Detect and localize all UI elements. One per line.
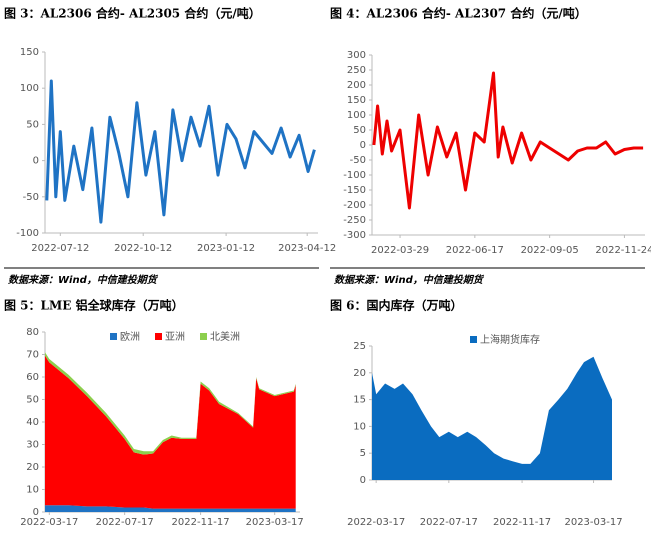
y-tick-label: 250 — [347, 65, 366, 76]
y-tick-label: -100 — [16, 228, 39, 239]
legend-swatch — [470, 336, 477, 343]
y-tick-label: 100 — [347, 110, 366, 121]
y-tick-label: -50 — [23, 192, 39, 203]
area-series — [45, 355, 296, 509]
x-tick-label: 2022-07-17 — [96, 517, 154, 528]
y-tick-label: 200 — [347, 80, 366, 91]
y-tick-label: -250 — [343, 215, 366, 226]
x-tick-label: 2023-03-17 — [246, 517, 304, 528]
y-tick-label: 150 — [347, 95, 366, 106]
x-tick-label: 2023-03-17 — [564, 517, 622, 528]
legend-label: 上海期货库存 — [480, 333, 540, 346]
y-tick-label: -150 — [343, 185, 366, 196]
y-tick-label: 10 — [353, 421, 366, 432]
y-tick-label: 60 — [26, 372, 39, 383]
y-tick-label: -100 — [343, 170, 366, 181]
y-tick-label: -300 — [343, 230, 366, 241]
legend-swatch — [110, 333, 117, 340]
y-tick-label: 20 — [353, 368, 366, 379]
legend-label: 欧洲 — [120, 331, 140, 343]
x-tick-label: 2022-03-17 — [20, 517, 78, 528]
y-tick-label: 0 — [33, 507, 39, 518]
y-tick-label: -50 — [350, 155, 366, 166]
chart-title: 图 4：AL2306 合约- AL2307 合约（元/吨） — [330, 6, 587, 21]
y-tick-label: 50 — [353, 125, 366, 136]
y-tick-label: 20 — [26, 462, 39, 473]
x-tick-label: 2022-03-17 — [347, 517, 405, 528]
x-tick-label: 2022-03-29 — [371, 245, 429, 256]
y-tick-label: 80 — [26, 327, 39, 338]
area-series — [372, 356, 612, 480]
y-tick-label: 0 — [360, 475, 366, 486]
y-tick-label: 0 — [360, 140, 366, 151]
x-tick-label: 2022-11-17 — [493, 517, 551, 528]
y-tick-label: 10 — [26, 485, 39, 496]
x-tick-label: 2022-06-17 — [446, 245, 504, 256]
y-tick-label: -200 — [343, 200, 366, 211]
legend-swatch — [200, 333, 207, 340]
y-tick-label: 50 — [26, 119, 39, 130]
legend-label: 北美洲 — [210, 330, 240, 343]
y-tick-label: 100 — [20, 83, 39, 94]
x-tick-label: 2022-10-12 — [114, 243, 172, 254]
x-tick-label: 2023-04-12 — [278, 243, 336, 254]
y-tick-label: 150 — [20, 47, 39, 58]
y-tick-label: 15 — [353, 395, 366, 406]
y-tick-label: 5 — [360, 448, 366, 459]
y-tick-label: 40 — [26, 417, 39, 428]
area-series — [45, 505, 296, 512]
x-tick-label: 2022-07-12 — [31, 243, 89, 254]
y-tick-label: 70 — [26, 350, 39, 361]
area-series — [45, 352, 296, 455]
y-tick-label: 25 — [353, 341, 366, 352]
chart-title: 图 3：AL2306 合约- AL2305 合约（元/吨） — [4, 6, 261, 21]
source-note: 数据来源：Wind，中信建投期货 — [8, 274, 159, 286]
x-tick-label: 2023-01-12 — [197, 243, 255, 254]
legend-label: 亚洲 — [165, 331, 185, 343]
x-tick-label: 2022-07-17 — [420, 517, 478, 528]
x-tick-label: 2022-11-17 — [172, 517, 230, 528]
chart-title: 图 5：LME 铝全球库存（万吨） — [4, 298, 184, 313]
y-tick-label: 0 — [33, 156, 39, 167]
line-series — [372, 71, 644, 210]
y-tick-label: 30 — [26, 440, 39, 451]
x-tick-label: 2022-11-24 — [595, 245, 651, 256]
chart-title: 图 6：国内库存（万吨） — [330, 298, 463, 313]
legend-swatch — [155, 333, 162, 340]
line-series — [45, 79, 316, 224]
y-tick-label: 300 — [347, 50, 366, 61]
x-tick-label: 2022-09-05 — [521, 245, 579, 256]
y-tick-label: 50 — [26, 395, 39, 406]
source-note: 数据来源：Wind，中信建投期货 — [334, 274, 485, 286]
